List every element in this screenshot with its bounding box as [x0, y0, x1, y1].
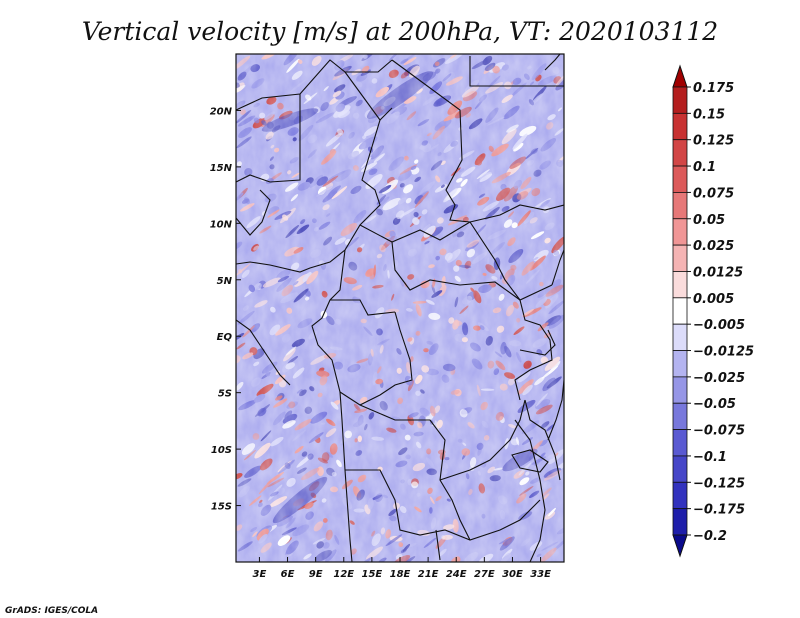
longitude-axis: 3E 6E 9E 12E 15E 18E 21E 24E 27E 30E 33E — [253, 557, 551, 580]
lon-label: 9E — [309, 569, 323, 580]
colorbar-segment — [672, 192, 688, 220]
colorbar-label: −0.0125 — [693, 345, 754, 360]
lon-label: 30E — [502, 569, 523, 580]
colorbar-segment — [672, 271, 688, 299]
colorbar: 0.175 0.15 0.125 0.1 0.075 0.05 0.025 0.0125 0.0… — [672, 64, 754, 558]
colorbar-label: 0.1 — [693, 160, 716, 175]
colorbar-label: 0.15 — [693, 107, 725, 122]
colorbar-segment — [672, 86, 688, 114]
colorbar-segment — [672, 508, 688, 536]
colorbar-bottom-arrow — [672, 534, 688, 558]
colorbar-label: 0.05 — [693, 213, 725, 228]
colorbar-label: 0.025 — [693, 239, 734, 254]
map-panel — [236, 54, 564, 562]
lon-label: 18E — [390, 569, 411, 580]
colorbar-label: −0.125 — [693, 476, 745, 491]
lon-label: 33E — [530, 569, 551, 580]
lon-label: 21E — [418, 569, 439, 580]
colorbar-label: −0.1 — [693, 450, 727, 465]
credit-label: GrADS: IGES/COLA — [5, 606, 98, 616]
colorbar-segment — [672, 139, 688, 167]
lat-label: EQ — [217, 332, 233, 343]
colorbar-segment — [672, 376, 688, 404]
colorbar-label: 0.175 — [693, 81, 734, 96]
lon-label: 24E — [446, 569, 467, 580]
colorbar-segment — [672, 455, 688, 483]
lon-label: 3E — [253, 569, 267, 580]
lat-label: 15S — [211, 502, 232, 513]
colorbar-label: 0.125 — [693, 134, 734, 149]
lat-label: 20N — [210, 106, 233, 117]
lon-label: 6E — [281, 569, 295, 580]
colorbar-segment — [672, 244, 688, 272]
colorbar-segment — [672, 218, 688, 246]
colorbar-segment — [672, 323, 688, 351]
lon-label: 27E — [474, 569, 495, 580]
colorbar-label: −0.05 — [693, 397, 736, 412]
lat-label: 10S — [211, 445, 232, 456]
colorbar-label: −0.025 — [693, 371, 745, 386]
colorbar-label: −0.175 — [693, 503, 745, 518]
colorbar-segment — [672, 429, 688, 457]
country-borders — [236, 54, 564, 562]
colorbar-label: 0.005 — [693, 292, 734, 307]
colorbar-label: −0.2 — [693, 529, 727, 544]
colorbar-segment — [672, 165, 688, 193]
colorbar-segment — [672, 297, 688, 325]
chart-title: Vertical velocity [m/s] at 200hPa, VT: 2… — [82, 17, 718, 46]
latitude-axis: 20N 15N 10N 5N EQ 5S 10S 15S — [210, 106, 241, 513]
colorbar-segment — [672, 481, 688, 510]
colorbar-segment — [672, 350, 688, 378]
colorbar-label: 0.075 — [693, 186, 734, 201]
field-texture — [236, 54, 564, 562]
lon-label: 15E — [362, 569, 383, 580]
lat-label: 10N — [210, 219, 233, 230]
lon-label: 12E — [333, 569, 354, 580]
colorbar-label: −0.075 — [693, 424, 745, 439]
lat-label: 15N — [210, 163, 233, 174]
lat-label: 5N — [217, 276, 233, 287]
colorbar-label: −0.005 — [693, 318, 745, 333]
colorbar-top-arrow — [672, 64, 688, 88]
colorbar-segment — [672, 402, 688, 430]
colorbar-label: 0.0125 — [693, 265, 743, 280]
colorbar-segment — [672, 112, 688, 141]
lat-label: 5S — [218, 389, 232, 400]
